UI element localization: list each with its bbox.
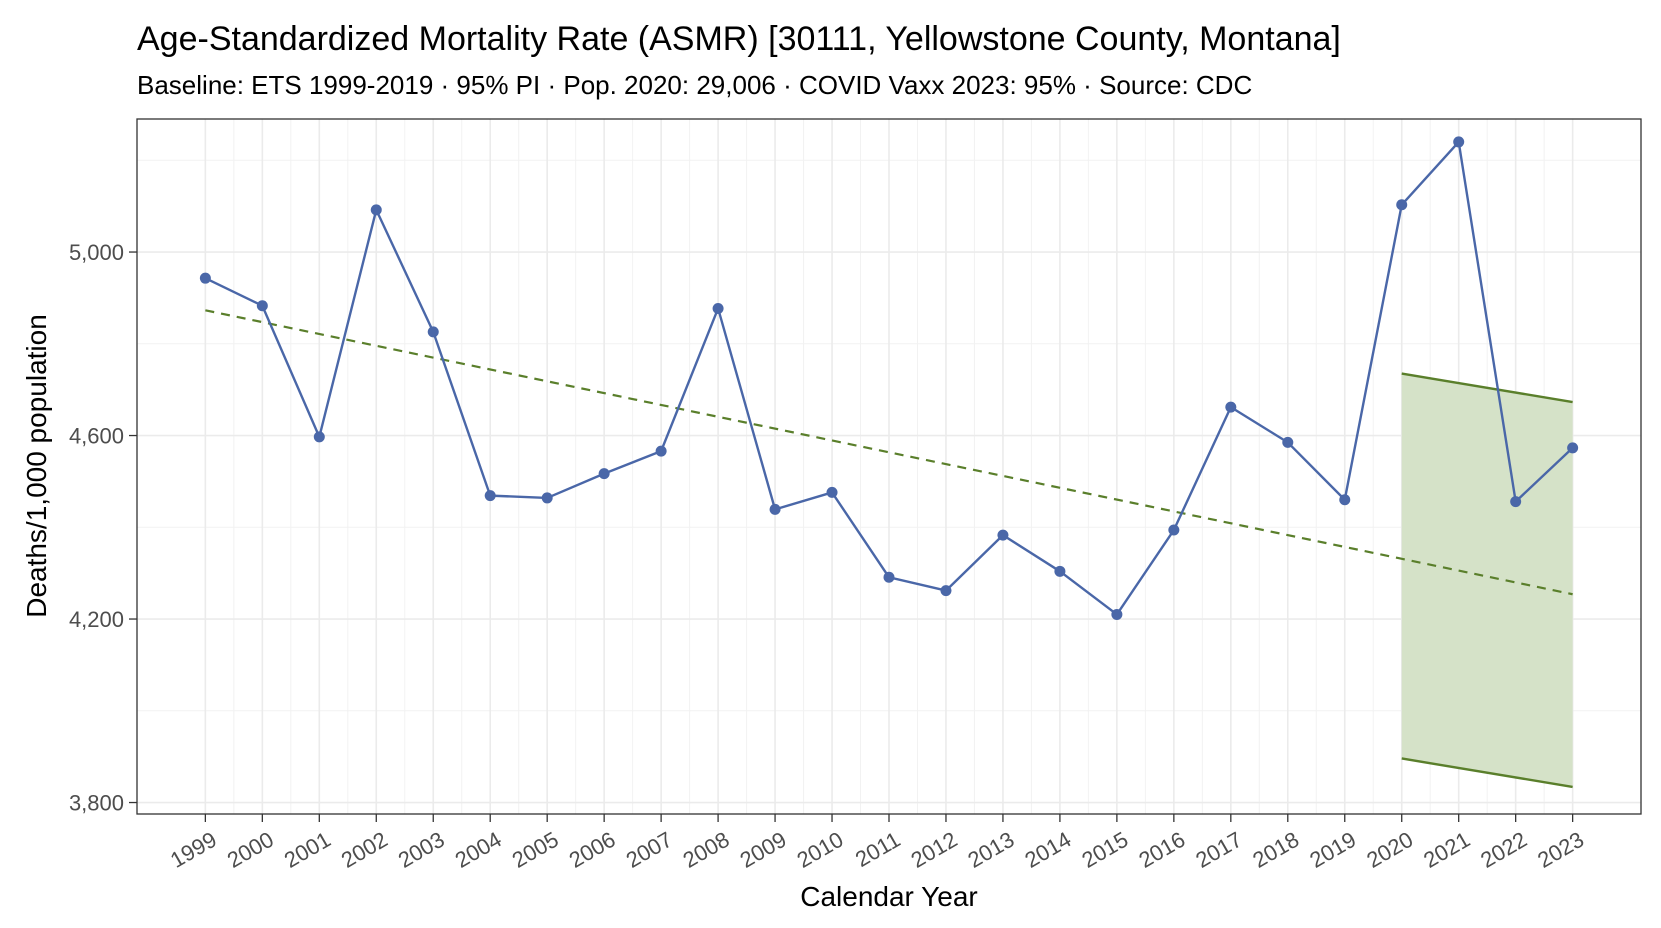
y-tick-label: 4,600 xyxy=(69,424,124,449)
data-point xyxy=(1282,436,1294,448)
data-point xyxy=(370,204,382,216)
data-point xyxy=(1567,442,1579,454)
x-tick-label: 2012 xyxy=(907,827,962,873)
prediction-interval xyxy=(1401,372,1573,789)
x-tick-label: 2008 xyxy=(679,827,734,873)
x-tick-label: 2016 xyxy=(1134,827,1189,873)
data-point xyxy=(1453,136,1465,148)
y-tick-label: 5,000 xyxy=(69,240,124,265)
x-tick-label: 2020 xyxy=(1362,827,1417,873)
baseline-line xyxy=(205,309,1573,596)
x-tick-label: 2011 xyxy=(851,827,904,872)
data-point xyxy=(769,503,781,515)
data-point xyxy=(313,431,325,443)
data-point xyxy=(712,302,724,314)
data-point xyxy=(1054,565,1066,577)
chart-subtitle: Baseline: ETS 1999-2019 · 95% PI · Pop. … xyxy=(137,70,1252,100)
data-point xyxy=(655,445,667,457)
x-tick-label: 2013 xyxy=(964,827,1019,873)
data-point xyxy=(199,272,211,284)
x-tick-label: 2007 xyxy=(622,827,677,873)
data-point xyxy=(1168,524,1180,536)
data-point xyxy=(256,300,268,312)
grid-major xyxy=(137,119,1641,814)
interval-lower-line xyxy=(1401,757,1573,789)
data-point xyxy=(1396,199,1408,211)
x-tick-label: 2015 xyxy=(1077,827,1132,873)
x-tick-label: 2018 xyxy=(1248,827,1303,873)
data-point xyxy=(1339,494,1351,506)
data-point xyxy=(883,571,895,583)
x-tick-label: 2010 xyxy=(793,827,848,873)
series-asmr xyxy=(199,136,1579,620)
x-tick-label: 2000 xyxy=(223,827,278,873)
data-point xyxy=(1111,608,1123,620)
data-point xyxy=(1510,496,1522,508)
data-point xyxy=(541,492,553,504)
x-tick-label: 2022 xyxy=(1476,827,1531,873)
x-tick-label: 2014 xyxy=(1021,827,1076,873)
x-tick-label: 2002 xyxy=(337,827,392,873)
x-tick-label: 1999 xyxy=(166,827,221,873)
x-tick-label: 2021 xyxy=(1419,827,1474,873)
interval-band xyxy=(1401,373,1573,787)
y-axis: 3,800 4,200 4,600 5,000 xyxy=(69,240,137,816)
x-tick-label: 2009 xyxy=(736,827,791,873)
interval-upper-line xyxy=(1401,372,1573,404)
data-point xyxy=(598,468,610,480)
plot-panel xyxy=(136,118,1642,815)
x-axis: 1999 2000 2001 2002 2003 2004 2005 2006 2007 2008… xyxy=(166,814,1588,873)
y-tick-label: 4,200 xyxy=(69,607,124,632)
data-point xyxy=(1225,401,1237,413)
data-point xyxy=(427,326,439,338)
baseline-trend xyxy=(205,309,1573,596)
y-tick-label: 3,800 xyxy=(69,791,124,816)
x-tick-label: 2005 xyxy=(508,827,563,873)
x-tick-label: 2019 xyxy=(1305,827,1360,873)
data-point xyxy=(940,585,952,597)
x-tick-label: 2001 xyxy=(280,827,335,873)
x-tick-label: 2006 xyxy=(565,827,620,873)
x-tick-label: 2004 xyxy=(451,827,506,873)
x-tick-label: 2017 xyxy=(1191,827,1246,873)
x-tick-label: 2003 xyxy=(394,827,449,873)
x-axis-title: Calendar Year xyxy=(800,881,977,912)
data-point xyxy=(826,486,838,498)
data-point xyxy=(997,529,1009,541)
data-point xyxy=(484,490,496,502)
x-tick-label: 2023 xyxy=(1533,827,1588,873)
y-axis-title: Deaths/1,000 population xyxy=(21,314,52,618)
chart-title: Age-Standardized Mortality Rate (ASMR) [… xyxy=(137,20,1341,58)
